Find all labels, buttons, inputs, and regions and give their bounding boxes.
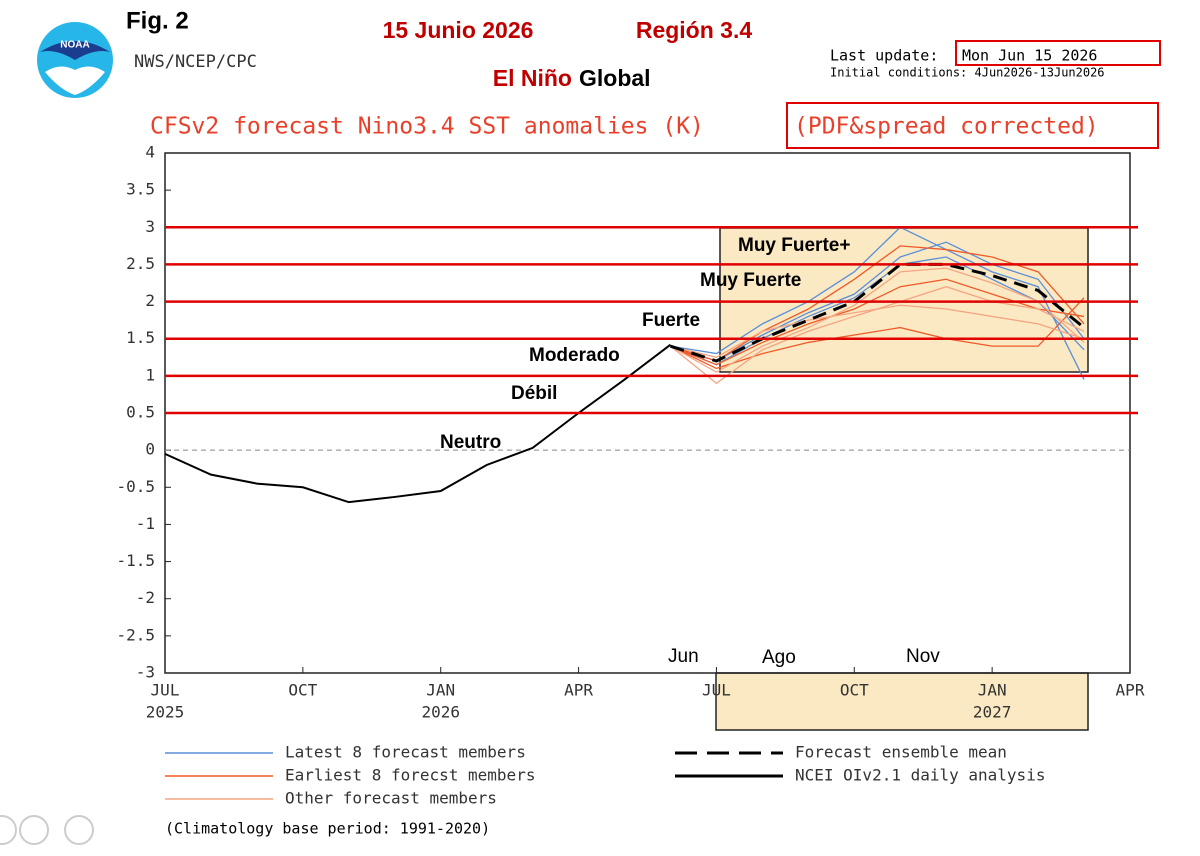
x-tick-label: APR: [1116, 681, 1145, 700]
legend-label: Earliest 8 forecst members: [285, 766, 535, 785]
y-tick-label: -1: [136, 514, 155, 533]
category-label: Débil: [511, 383, 557, 404]
initial-conditions: Initial conditions: 4Jun2026-13Jun2026: [830, 66, 1105, 80]
y-tick-label: 2: [145, 291, 155, 310]
chart-title: CFSv2 forecast Nino3.4 SST anomalies (K): [150, 114, 704, 140]
month-annotation: Nov: [906, 646, 940, 667]
y-tick-label: 1.5: [126, 328, 155, 347]
date-heading: 15 Junio 2026: [383, 17, 534, 43]
x-tick-label: JUL: [151, 681, 180, 700]
chart-title-suffix: (PDF&spread corrected): [794, 114, 1099, 140]
y-tick-label: -2.5: [116, 625, 155, 644]
x-tick-label: OCT: [288, 681, 317, 700]
control[interactable]: [0, 815, 17, 845]
last-update-value: Mon Jun 15 2026: [962, 47, 1097, 65]
control[interactable]: [19, 815, 49, 845]
series-line: [670, 267, 1085, 373]
y-tick-label: 3.5: [126, 180, 155, 199]
y-tick-label: 0: [145, 440, 155, 459]
y-tick-label: 1: [145, 365, 155, 384]
x-tick-label: APR: [564, 681, 593, 700]
x-tick-label: JAN: [426, 681, 455, 700]
footnote: (Climatology base period: 1991-2020): [165, 820, 490, 838]
month-annotation: Ago: [762, 647, 796, 668]
y-tick-label: 2.5: [126, 254, 155, 273]
control[interactable]: [64, 815, 94, 845]
legend-label: Latest 8 forecast members: [285, 743, 526, 762]
legend-label: Forecast ensemble mean: [795, 743, 1007, 762]
region-heading: Región 3.4: [636, 17, 753, 43]
legend-label: Other forecast members: [285, 789, 497, 808]
series-line: [670, 304, 1085, 358]
legend-label: NCEI OIv2.1 daily analysis: [795, 766, 1045, 785]
heading-black: Global: [579, 65, 651, 91]
category-label: Muy Fuerte+: [738, 235, 850, 256]
title-suffix-box: [786, 102, 1159, 149]
x-year-label: 2027: [973, 703, 1012, 722]
series-line: [164, 343, 672, 504]
y-tick-label: -0.5: [116, 477, 155, 496]
y-tick-label: 4: [145, 143, 155, 162]
month-annotation: Jun: [668, 646, 699, 667]
x-year-label: 2025: [146, 703, 185, 722]
y-tick-label: -3: [136, 663, 155, 682]
heading-red: El Niño: [493, 65, 572, 91]
category-label: Moderado: [529, 345, 620, 366]
fig-label: Fig. 2: [126, 7, 189, 34]
x-tick-label: JUL: [702, 681, 731, 700]
y-tick-label: -1.5: [116, 551, 155, 570]
viewer-controls: [0, 815, 94, 845]
svg-text:NOAA: NOAA: [60, 40, 89, 51]
x-tick-label: OCT: [840, 681, 869, 700]
last-update-label: Last update:: [830, 47, 938, 65]
x-year-label: 2026: [421, 703, 460, 722]
category-label: Neutro: [440, 432, 501, 453]
y-tick-label: 3: [145, 217, 155, 236]
series-line: [670, 241, 1085, 362]
x-tick-label: JAN: [978, 681, 1007, 700]
axis-highlight: [715, 672, 1089, 731]
last-update-box: [955, 40, 1161, 66]
category-label: Fuerte: [642, 310, 700, 331]
category-label: Muy Fuerte: [700, 270, 801, 291]
ensemble-mean-line: [670, 262, 1085, 363]
noaa-logo: NOAA: [37, 22, 113, 98]
y-tick-label: -2: [136, 588, 155, 607]
agency: NWS/NCEP/CPC: [134, 52, 257, 72]
y-tick-label: 0.5: [126, 403, 155, 422]
series-line: [670, 297, 1085, 370]
